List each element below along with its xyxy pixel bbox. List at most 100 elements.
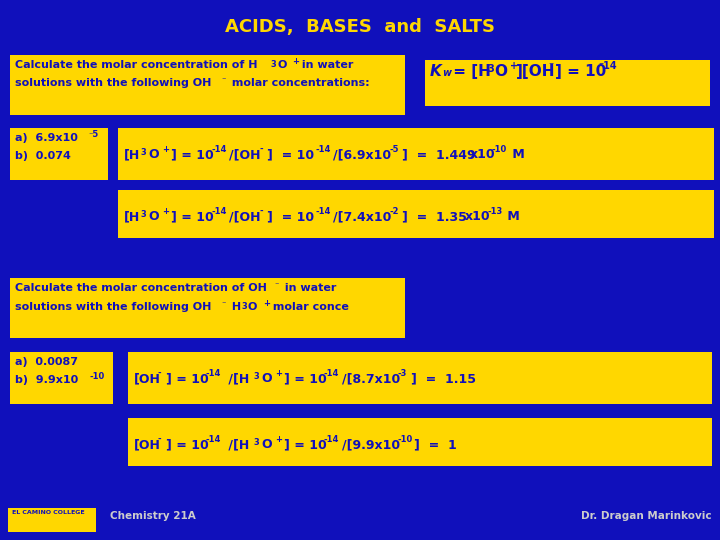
Text: -10: -10 [398, 435, 413, 444]
Text: ]  =  1.15: ] = 1.15 [411, 372, 476, 385]
Text: ]  =  1.35: ] = 1.35 [402, 210, 467, 223]
Text: b)  9.9x10: b) 9.9x10 [15, 375, 78, 385]
Text: ]  =  1.449: ] = 1.449 [402, 148, 476, 161]
Text: -: - [259, 145, 263, 154]
Text: 3: 3 [253, 372, 258, 381]
Text: +: + [162, 145, 169, 154]
Text: b)  0.074: b) 0.074 [15, 151, 71, 161]
FancyBboxPatch shape [10, 55, 405, 115]
Text: 3: 3 [253, 438, 258, 447]
Text: +: + [263, 299, 270, 308]
Text: -14: -14 [315, 207, 330, 216]
Text: -2: -2 [389, 207, 398, 216]
Text: M: M [508, 148, 525, 161]
Text: -14: -14 [324, 369, 339, 378]
Text: /[8.7x10: /[8.7x10 [342, 372, 400, 385]
FancyBboxPatch shape [128, 418, 712, 466]
Text: ] = 10: ] = 10 [171, 210, 214, 223]
Text: +: + [275, 435, 282, 444]
FancyBboxPatch shape [425, 60, 710, 106]
Text: ]  = 10: ] = 10 [267, 148, 314, 161]
Text: /[6.9x10: /[6.9x10 [333, 148, 391, 161]
Text: +: + [292, 57, 299, 66]
FancyBboxPatch shape [8, 508, 96, 532]
Text: -10: -10 [90, 372, 105, 381]
Text: /[7.4x10: /[7.4x10 [333, 210, 392, 223]
Text: molar conce: molar conce [269, 302, 349, 312]
Text: -5: -5 [389, 145, 398, 154]
Text: 3: 3 [140, 148, 145, 157]
Text: ⁻: ⁻ [548, 61, 553, 71]
Text: Chemistry 21A: Chemistry 21A [110, 511, 196, 521]
Text: EL CAMINO COLLEGE: EL CAMINO COLLEGE [12, 510, 85, 515]
FancyBboxPatch shape [118, 128, 714, 180]
Text: -: - [158, 369, 161, 378]
Text: solutions with the following OH: solutions with the following OH [15, 302, 212, 312]
Text: ] = 10: ] = 10 [555, 64, 606, 79]
Text: ] = 10: ] = 10 [166, 372, 209, 385]
FancyBboxPatch shape [10, 278, 405, 338]
Text: Calculate the molar concentration of OH: Calculate the molar concentration of OH [15, 283, 267, 293]
Text: H: H [228, 302, 241, 312]
Text: a)  0.0087: a) 0.0087 [15, 357, 78, 367]
Text: /[H: /[H [224, 372, 249, 385]
Text: +: + [275, 369, 282, 378]
Text: ]  =  1: ] = 1 [414, 438, 456, 451]
Text: -14: -14 [315, 145, 330, 154]
Text: [OH: [OH [134, 372, 161, 385]
Text: -14: -14 [206, 369, 221, 378]
Text: = [H: = [H [448, 64, 491, 79]
Text: [H: [H [124, 148, 140, 161]
Text: /[OH: /[OH [229, 148, 261, 161]
Text: x10: x10 [470, 148, 495, 161]
Text: ][OH: ][OH [516, 64, 556, 79]
Text: in water: in water [281, 283, 336, 293]
Text: ⁻5: ⁻5 [88, 130, 98, 139]
Text: w: w [442, 68, 451, 78]
Text: 3: 3 [487, 64, 494, 74]
Text: ACIDS,  BASES  and  SALTS: ACIDS, BASES and SALTS [225, 18, 495, 36]
FancyBboxPatch shape [128, 352, 712, 404]
Text: [OH: [OH [134, 438, 161, 451]
Text: ⁻: ⁻ [221, 75, 225, 84]
Text: 3: 3 [140, 210, 145, 219]
FancyBboxPatch shape [10, 352, 113, 404]
Text: O: O [148, 210, 158, 223]
Text: -10: -10 [492, 145, 508, 154]
Text: O: O [148, 148, 158, 161]
Text: +: + [162, 207, 169, 216]
Text: -: - [158, 435, 161, 444]
Text: ] = 10: ] = 10 [284, 438, 327, 451]
Text: /[9.9x10: /[9.9x10 [342, 438, 400, 451]
Text: O: O [261, 438, 271, 451]
Text: O: O [277, 60, 287, 70]
Text: Dr. Dragan Marinkovic: Dr. Dragan Marinkovic [581, 511, 712, 521]
Text: -14: -14 [211, 145, 226, 154]
Text: ] = 10: ] = 10 [171, 148, 214, 161]
Text: O: O [261, 372, 271, 385]
Text: [H: [H [124, 210, 140, 223]
Text: 3: 3 [270, 60, 276, 69]
Text: /[OH: /[OH [229, 210, 261, 223]
Text: Calculate the molar concentration of H: Calculate the molar concentration of H [15, 60, 258, 70]
Text: molar concentrations:: molar concentrations: [228, 78, 369, 88]
Text: ⁻14: ⁻14 [598, 61, 616, 71]
FancyBboxPatch shape [10, 128, 108, 180]
Text: -13: -13 [487, 207, 503, 216]
Text: a)  6.9x10: a) 6.9x10 [15, 133, 78, 143]
Text: ] = 10: ] = 10 [166, 438, 209, 451]
Text: in water: in water [298, 60, 354, 70]
FancyBboxPatch shape [118, 190, 714, 238]
Text: O: O [248, 302, 257, 312]
Text: M: M [503, 210, 520, 223]
Text: -3: -3 [398, 369, 408, 378]
Text: ]  = 10: ] = 10 [267, 210, 314, 223]
Text: -14: -14 [206, 435, 221, 444]
Text: -: - [259, 207, 263, 216]
Text: solutions with the following OH: solutions with the following OH [15, 78, 212, 88]
Text: -14: -14 [324, 435, 339, 444]
Text: ⁻: ⁻ [221, 299, 225, 308]
Text: /[H: /[H [224, 438, 249, 451]
Text: ] = 10: ] = 10 [284, 372, 327, 385]
Text: x10: x10 [465, 210, 490, 223]
